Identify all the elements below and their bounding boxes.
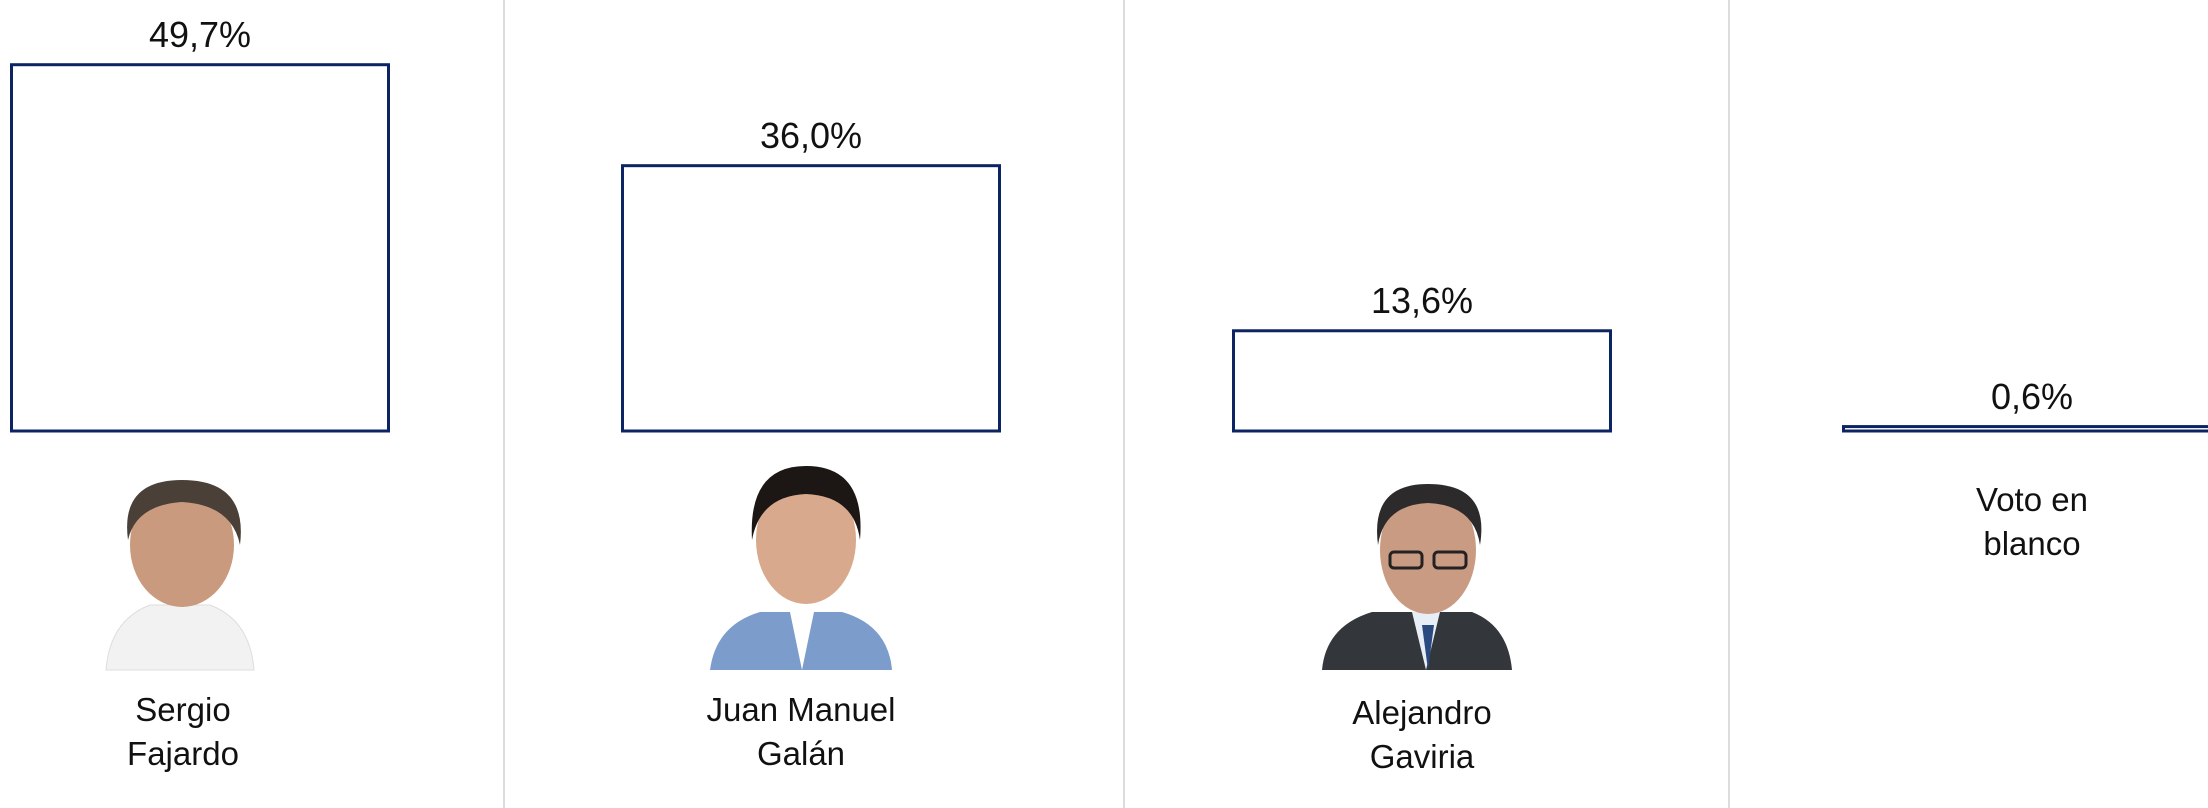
bar bbox=[10, 63, 390, 433]
category-label: Sergio Fajardo bbox=[127, 691, 239, 772]
candidate-photo bbox=[105, 480, 255, 671]
value-label: 49,7% bbox=[148, 13, 252, 55]
bar bbox=[1842, 425, 2208, 433]
candidate-photo bbox=[1322, 484, 1512, 670]
value-label: 13,6% bbox=[1370, 279, 1474, 321]
bar bbox=[1232, 329, 1612, 433]
category-label: Juan Manuel Galán bbox=[706, 691, 896, 772]
category-label: Voto en blanco bbox=[1976, 481, 2088, 562]
candidate-photo bbox=[710, 466, 892, 670]
category-label: Alejandro Gaviria bbox=[1352, 694, 1492, 775]
bar bbox=[621, 164, 1001, 433]
value-label: 0,6% bbox=[1990, 375, 2074, 417]
value-label: 36,0% bbox=[759, 114, 863, 156]
